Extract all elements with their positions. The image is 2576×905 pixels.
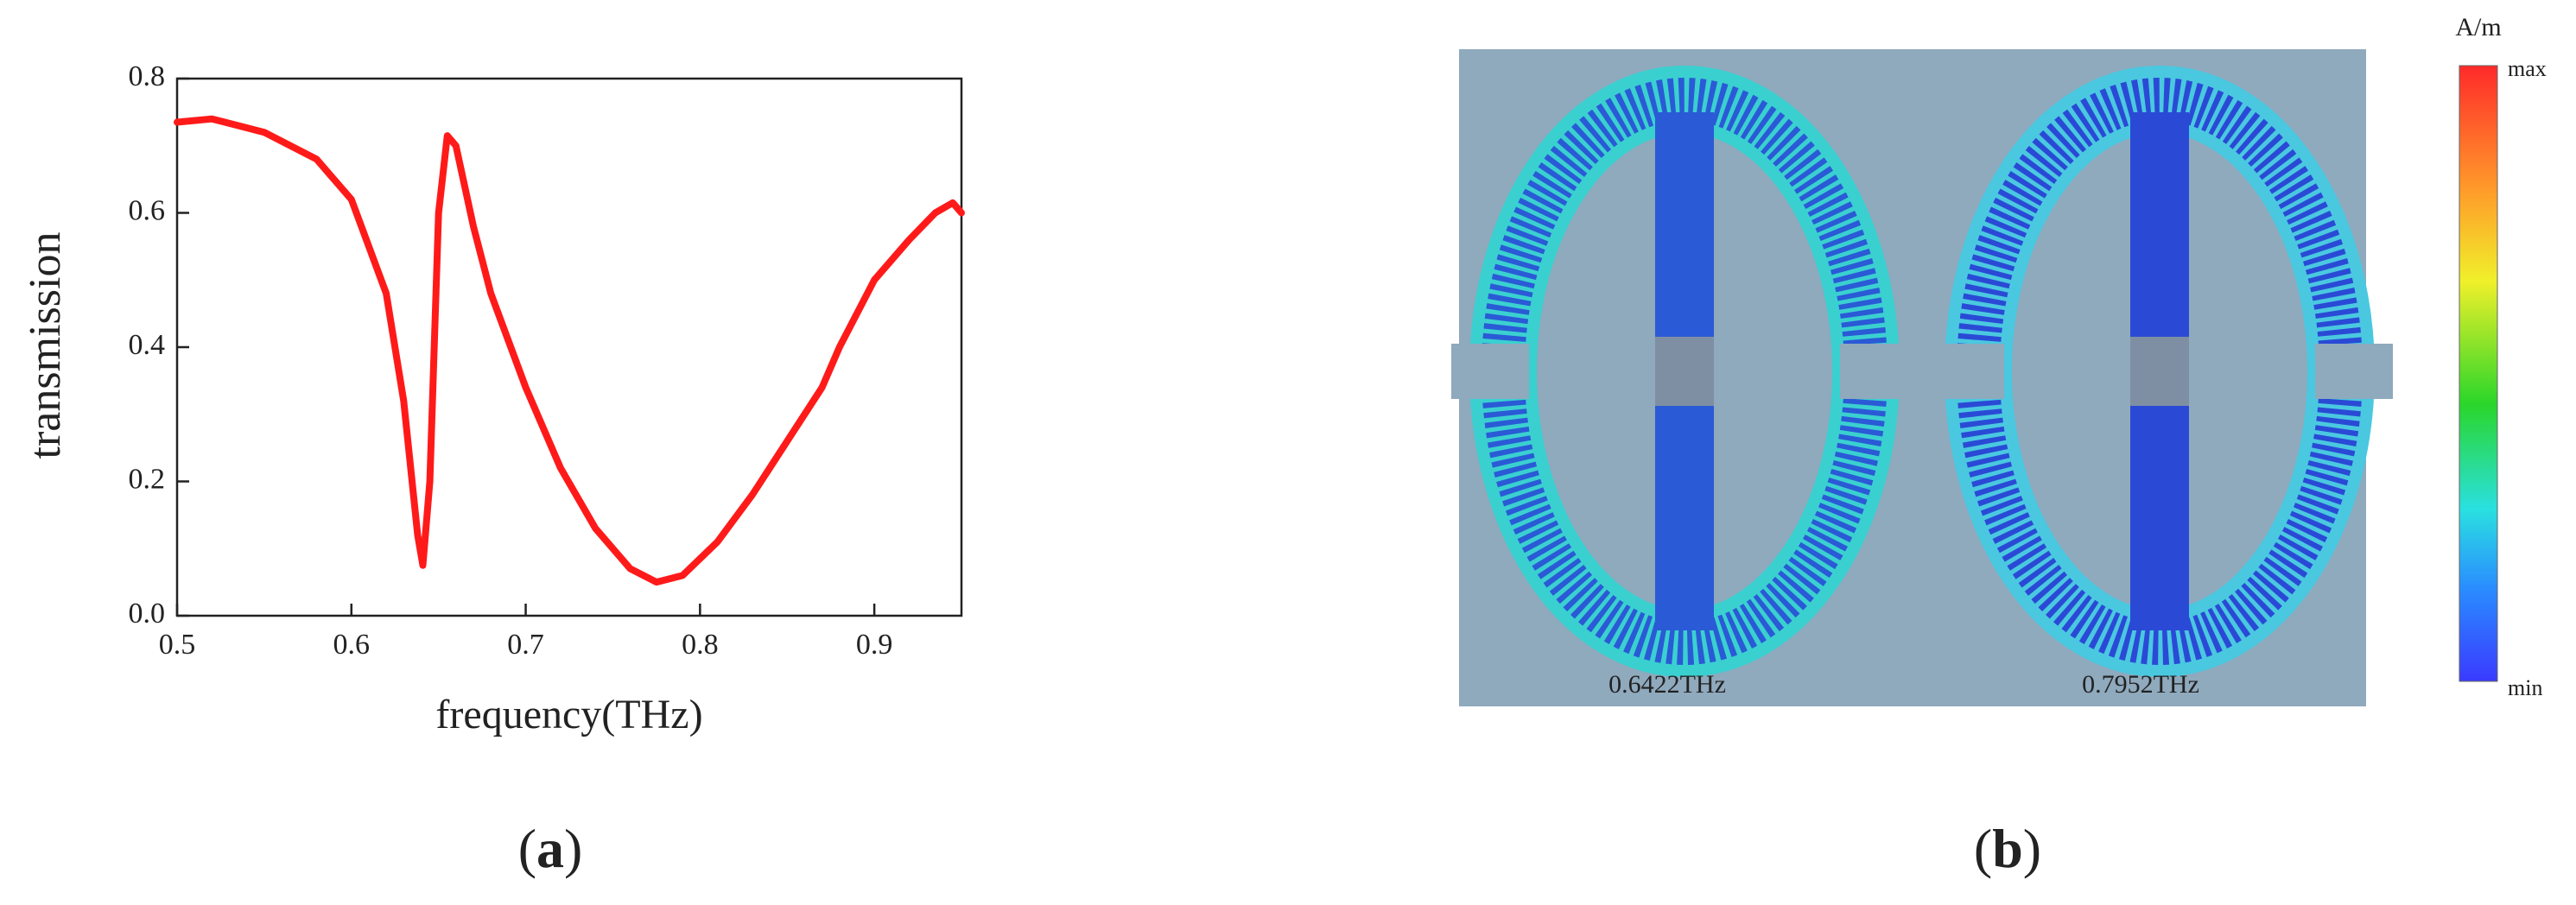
panel-label: (a)	[518, 818, 583, 879]
line	[174, 115, 965, 586]
colorbar-min: min	[2508, 675, 2542, 700]
y-tick-label: 0.4	[129, 329, 166, 361]
y-tick-label: 0.2	[129, 463, 166, 495]
plot-frame	[175, 77, 963, 617]
ring-gap	[1840, 344, 1918, 399]
x-tick-label: 0.9	[856, 629, 893, 661]
gap	[1655, 337, 1714, 406]
y-axis-label: transmission	[21, 232, 70, 459]
resonators	[1451, 66, 2393, 677]
y-tick-label: 0.8	[129, 60, 166, 92]
panel-label: (b)	[1974, 818, 2041, 879]
ring-gap	[1926, 344, 2004, 399]
x-tick-label: 0.5	[159, 629, 196, 661]
colorbar	[2459, 65, 2498, 682]
x-tick-label: 0.6	[333, 629, 371, 661]
y-tick-label: 0.0	[129, 598, 166, 630]
ring-gap	[2315, 344, 2393, 399]
colorbar-max: max	[2508, 56, 2547, 81]
frequency-label: 0.6422THz	[1608, 670, 1726, 699]
ring-gap	[1451, 344, 1529, 399]
colorbar-unit: A/m	[2455, 13, 2501, 41]
frequency-label: 0.7952THz	[2082, 670, 2199, 699]
y-tick-label: 0.6	[129, 194, 166, 226]
x-tick-label: 0.8	[682, 629, 719, 661]
x-tick-label: 0.7	[507, 629, 544, 661]
gap	[2130, 337, 2189, 406]
x-axis-label: frequency(THz)	[435, 692, 702, 737]
